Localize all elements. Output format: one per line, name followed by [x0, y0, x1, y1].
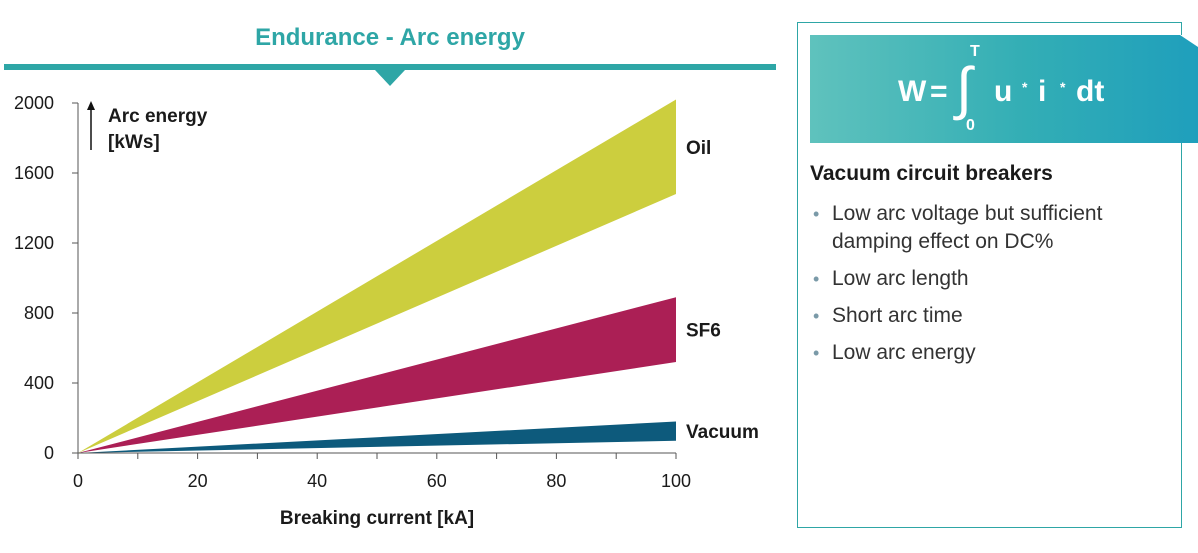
x-tick-label: 100	[661, 471, 691, 491]
band-vacuum	[78, 421, 676, 453]
y-tick-label: 0	[44, 443, 54, 463]
bullet-text: Low arc energy	[832, 341, 976, 364]
formula-equals: =	[930, 75, 948, 108]
y-axis-label-group: Arc energy [kWs]	[87, 101, 208, 153]
y-tick-label: 1600	[14, 163, 54, 183]
x-axis-label: Breaking current [kA]	[280, 508, 474, 529]
list-item: • Short arc time	[810, 302, 1180, 330]
formula-mult-2: *	[1060, 79, 1066, 95]
y-axis-label-line1: Arc energy	[108, 106, 208, 127]
series-labels: Oil SF6 Vacuum	[686, 138, 759, 443]
y-tick-label: 2000	[14, 93, 54, 113]
bullet-dot: •	[813, 343, 820, 363]
integral-upper-limit: T	[970, 43, 980, 60]
integral-lower-limit: 0	[966, 117, 975, 134]
series-label-oil: Oil	[686, 138, 711, 159]
x-tick-label: 0	[73, 471, 83, 491]
y-axis-label-line2: [kWs]	[108, 132, 160, 153]
y-tick-label: 1200	[14, 233, 54, 253]
band-sf6	[78, 297, 676, 453]
formula-lhs: W	[898, 75, 927, 108]
y-ticks: 0 400 800 1200 1600 2000	[14, 93, 78, 463]
formula-i: i	[1038, 75, 1047, 108]
bullet-dot: •	[813, 204, 820, 224]
arc-energy-chart: 0 400 800 1200 1600 2000 0 20 40 60 80 100 Oil SF6 V…	[14, 93, 759, 529]
formula-box-fold	[1180, 35, 1198, 47]
band-oil	[78, 99, 676, 453]
series-label-vacuum: Vacuum	[686, 422, 759, 443]
bullet-text: Low arc voltage but sufficient damping e…	[832, 202, 1103, 253]
x-ticks: 0 20 40 60 80 100	[73, 453, 691, 491]
list-item: • Low arc voltage but sufficient damping …	[810, 200, 1180, 256]
x-tick-label: 20	[188, 471, 208, 491]
series-label-sf6: SF6	[686, 321, 721, 342]
title-notch	[375, 70, 405, 86]
info-panel	[797, 22, 1182, 528]
list-item: • Low arc length	[810, 265, 1180, 293]
formula-dt: dt	[1076, 75, 1105, 108]
bullet-dot: •	[813, 269, 820, 289]
bullet-text: Short arc time	[832, 304, 963, 327]
bullet-text: Low arc length	[832, 267, 969, 290]
series-bands	[78, 99, 676, 453]
x-tick-label: 40	[307, 471, 327, 491]
title-rule	[4, 64, 776, 70]
bullet-dot: •	[813, 306, 820, 326]
chart-title: Endurance - Arc energy	[255, 24, 525, 51]
y-tick-label: 800	[24, 303, 54, 323]
y-tick-label: 400	[24, 373, 54, 393]
y-axis-arrow-head	[87, 101, 95, 110]
x-tick-label: 80	[546, 471, 566, 491]
bullet-list: • Low arc voltage but sufficient damping …	[810, 200, 1180, 376]
list-item: • Low arc energy	[810, 339, 1180, 367]
formula-u: u	[994, 75, 1013, 108]
integral-sign: ∫	[956, 56, 972, 121]
formula-box: W = ∫ T 0 u * i * dt	[810, 35, 1198, 143]
panel-heading: Vacuum circuit breakers	[810, 162, 1053, 185]
x-tick-label: 60	[427, 471, 447, 491]
formula-mult-1: *	[1022, 79, 1028, 95]
